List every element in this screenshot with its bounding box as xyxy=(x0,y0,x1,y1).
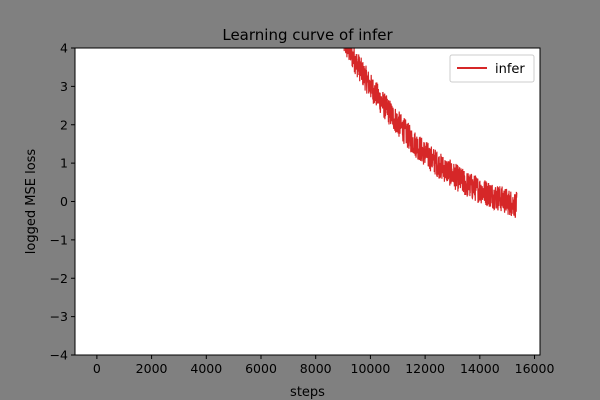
legend-label-infer: infer xyxy=(495,62,525,77)
chart-title: Learning curve of infer xyxy=(222,26,393,44)
y-tick-label: 1 xyxy=(60,156,68,171)
y-tick-label: −4 xyxy=(50,348,68,363)
x-tick-label: 6000 xyxy=(245,361,277,376)
ticks-layer: 0 2000 4000 6000 8000 10000 12000 14000 16000 −4 −… xyxy=(50,41,555,377)
y-tick-label: 0 xyxy=(60,194,68,209)
x-tick-label: 12000 xyxy=(405,361,445,376)
y-tick-label: −3 xyxy=(50,309,68,324)
x-axis-label: steps xyxy=(290,385,325,400)
legend-box xyxy=(449,54,535,83)
y-tick-label: 4 xyxy=(60,41,68,56)
series-layer xyxy=(343,48,518,218)
x-tick-label: 10000 xyxy=(351,361,391,376)
x-tick-label: 16000 xyxy=(515,361,555,376)
y-axis-label: logged MSE loss xyxy=(24,149,39,255)
y-tick-label: 2 xyxy=(60,117,68,132)
x-tick-label: 8000 xyxy=(300,361,332,376)
x-tick-label: 4000 xyxy=(190,361,222,376)
y-tick-label: −2 xyxy=(50,271,68,286)
series-line-infer xyxy=(343,48,518,218)
legend: infer xyxy=(449,54,535,83)
y-tick-label: −1 xyxy=(50,232,68,247)
x-tick-label: 2000 xyxy=(136,361,168,376)
plot-frame xyxy=(74,47,541,356)
x-tick-label: 14000 xyxy=(460,361,500,376)
plot-area xyxy=(75,48,540,355)
x-tick-label: 0 xyxy=(93,361,101,376)
y-tick-label: 3 xyxy=(60,79,68,94)
